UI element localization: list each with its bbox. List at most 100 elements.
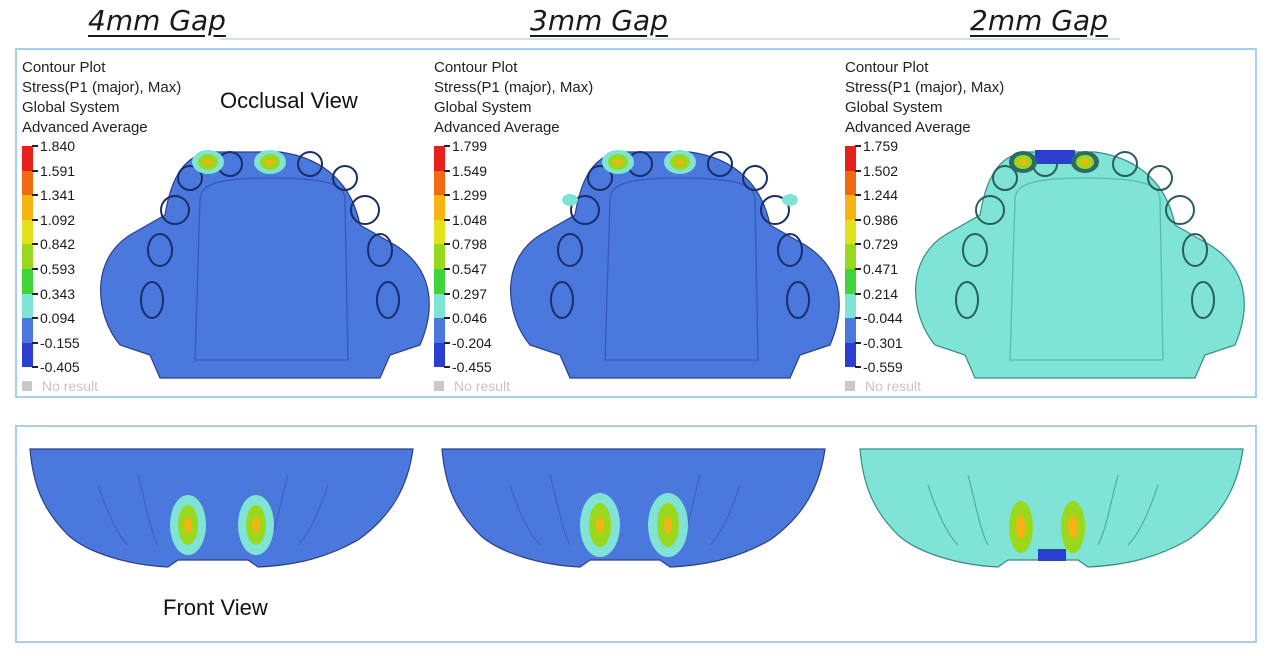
legend-value: 0.593 [40,261,76,277]
legend-header-line: Advanced Average [434,119,560,136]
legend-color-swatch [434,269,445,294]
legend-color-swatch [22,293,33,319]
legend-color-swatch [434,195,445,220]
no-result-swatch [845,381,855,391]
legend-tick [855,268,861,270]
legend-tick [444,292,450,295]
legend-value: 1.048 [452,211,488,228]
no-result-label: No result [42,378,99,394]
legend-value: 1.549 [452,162,488,179]
legend-header: Contour Plot Stress(P1 (major), Max) Globa… [22,58,181,138]
legend-color-swatch [434,146,445,171]
legend-color-swatch [434,219,445,245]
front-model-2mm [859,448,1244,568]
legend-value: -0.455 [452,359,492,376]
legend-header-line: Stress(P1 (major), Max) [845,79,1005,96]
occlusal-model-3mm [510,150,840,379]
legend-color-swatch [22,219,33,245]
stress-hotspots [1009,150,1099,173]
legend-value: 0.214 [863,285,899,302]
no-result-label: No result [865,378,922,394]
legend-color-swatch [845,342,856,368]
legend-value: 0.547 [452,261,488,277]
legend-value: 0.046 [452,310,488,327]
tooth-sockets [140,151,400,319]
legend-value: 1.502 [863,162,899,179]
legend-color-swatch [845,293,856,319]
legend-tick [32,243,38,246]
legend-header-line: Contour Plot [22,59,106,76]
legend-color-swatch [22,342,33,368]
legend-value: 0.729 [863,236,899,253]
legend-color-swatch [845,146,856,171]
legend-value: 0.094 [40,310,76,327]
legend-tick [444,218,450,221]
legend-color-swatch [434,318,445,343]
legend-header-line: Stress(P1 (major), Max) [434,79,594,96]
legend-header-line: Contour Plot [845,59,929,76]
stress-hotspots [192,150,286,174]
title-underline-rule [220,38,1120,40]
legend-value: -0.204 [452,334,492,351]
legend-value: 1.341 [40,187,76,204]
legend-tick [855,169,861,172]
no-result-label: No result [454,378,511,394]
legend-color-swatch [22,244,33,269]
legend-header-line: Advanced Average [22,119,148,136]
legend-tick [32,194,38,197]
legend-color-swatch [434,342,445,368]
legend-header-line: Global System [434,99,532,116]
legend-tick [32,145,38,147]
stress-hotspots [562,150,798,206]
legend-color-swatch [845,318,856,343]
legend-value: -0.405 [40,359,80,376]
legend-tick [32,341,38,344]
legend-tick [444,194,450,197]
no-result-swatch [22,381,32,391]
occlusal-model-2mm [915,150,1245,379]
legend-tick [444,366,450,369]
legend-tick [444,243,450,246]
legend-header-line: Global System [845,99,943,116]
legend-color-swatch [22,146,33,171]
occlusal-model-4mm [100,150,430,379]
legend-value: -0.155 [40,334,80,351]
legend-header-line: Contour Plot [434,59,518,76]
legend-tick [855,366,861,369]
legend-header-line: Stress(P1 (major), Max) [22,79,182,96]
column-title-4mm: 4mm Gap [88,4,226,37]
front-model-3mm [441,448,826,568]
legend-value: 0.297 [452,285,488,302]
legend-tick [855,145,861,147]
legend-header-line: Advanced Average [845,119,971,136]
legend-color-swatch [845,195,856,220]
legend-value: 1.244 [863,187,899,204]
legend-tick [855,341,861,344]
legend-tick [855,317,861,320]
legend-color-swatch [845,219,856,245]
legend-tick [855,243,861,246]
legend-tick [855,194,861,197]
column-title-2mm: 2mm Gap [970,4,1108,37]
legend-color-swatch [22,318,33,343]
legend-color-swatch [845,244,856,269]
legend-value: 0.343 [40,285,76,302]
front-view-label: Front View [163,595,268,620]
legend-value: -0.301 [863,334,903,351]
legend-value: 1.840 [40,138,76,154]
legend-header: Contour Plot Stress(P1 (major), Max) Globa… [434,58,593,138]
legend-color-swatch [434,170,445,196]
legend-tick [32,366,38,369]
legend-color-swatch [22,170,33,196]
legend-value: 0.842 [40,236,76,253]
legend-value: 1.299 [452,187,488,204]
stress-hotspots [1009,501,1085,561]
occlusal-view-label: Occlusal View [220,88,358,113]
legend-tick [444,145,450,147]
legend-value: 1.759 [863,138,899,154]
legend-value: 0.986 [863,211,899,228]
legend-tick [32,169,38,172]
no-result-swatch [434,381,444,391]
legend-color-swatch [434,293,445,319]
legend-color-swatch [22,195,33,220]
